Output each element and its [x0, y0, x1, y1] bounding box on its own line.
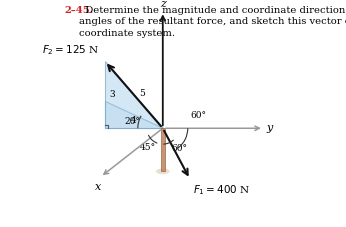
- Text: 60°: 60°: [190, 111, 206, 120]
- Text: 5: 5: [139, 89, 145, 98]
- Polygon shape: [105, 101, 163, 128]
- Text: 4: 4: [131, 116, 137, 125]
- Text: 2–45.: 2–45.: [64, 6, 94, 15]
- Text: Determine the magnitude and coordinate direction
angles of the resultant force, : Determine the magnitude and coordinate d…: [79, 6, 346, 38]
- Ellipse shape: [156, 168, 170, 174]
- Text: $F_2 = 125$ N: $F_2 = 125$ N: [42, 43, 99, 57]
- Text: $F_1 = 400$ N: $F_1 = 400$ N: [193, 183, 251, 197]
- Text: x: x: [95, 182, 101, 192]
- Text: y: y: [266, 123, 273, 133]
- Text: 45°: 45°: [140, 143, 156, 152]
- Text: 20°: 20°: [124, 117, 140, 126]
- FancyBboxPatch shape: [161, 128, 165, 171]
- Text: 3: 3: [109, 90, 115, 99]
- Polygon shape: [105, 61, 163, 128]
- Text: 60°: 60°: [172, 144, 188, 153]
- Text: z: z: [160, 0, 166, 9]
